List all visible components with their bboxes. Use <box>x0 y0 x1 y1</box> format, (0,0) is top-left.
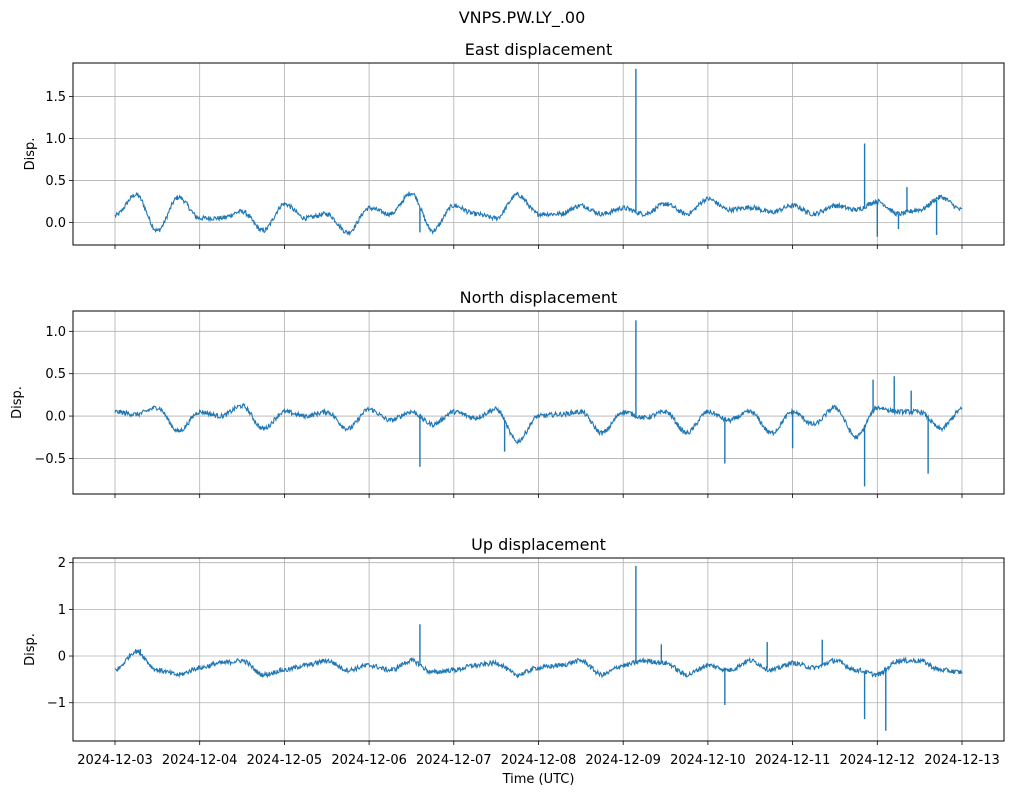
y-tick-label: 1.0 <box>45 325 66 340</box>
x-tick-label: 2024-12-12 <box>840 753 916 768</box>
y-tick-label: 0.5 <box>45 174 66 189</box>
y-tick-label: 1.5 <box>45 90 66 105</box>
panels: East displacement0.00.51.01.5Disp.North … <box>10 40 1005 787</box>
axes-frame <box>72 310 1005 495</box>
x-tick-label: 2024-12-05 <box>247 753 323 768</box>
y-axis-label: Disp. <box>23 633 38 666</box>
panel-2: North displacement −0.5 0.0 0.5 1.0 Disp. <box>10 288 1005 498</box>
panel-3: Up displacement −1 0 1 2 Disp. 2024-12-03 2024-… <box>23 535 1005 787</box>
y-axis-label: Disp. <box>10 386 25 419</box>
y-tick-label: 0 <box>58 650 66 665</box>
panel-1: East displacement 0.0 0.5 1.0 1.5 Disp. <box>23 40 1005 249</box>
axes-frame <box>72 557 1005 742</box>
x-tick-label: 2024-12-07 <box>416 753 492 768</box>
y-axis-label: Disp. <box>23 138 38 171</box>
x-tick-label: 2024-12-13 <box>924 753 1000 768</box>
series-line <box>114 649 963 679</box>
x-tick-label: 2024-12-09 <box>585 753 661 768</box>
x-tick-label: 2024-12-06 <box>331 753 407 768</box>
x-tick-label: 2024-12-10 <box>670 753 746 768</box>
y-tick-label: −0.5 <box>34 452 66 467</box>
y-tick-label: 1 <box>58 603 66 618</box>
panel-title: Up displacement <box>471 535 606 554</box>
y-tick-label: 0.5 <box>45 367 66 382</box>
x-tick-label: 2024-12-08 <box>501 753 577 768</box>
panel-title: East displacement <box>465 40 612 59</box>
x-tick-label: 2024-12-04 <box>162 753 238 768</box>
x-tick-label: 2024-12-03 <box>77 753 153 768</box>
series-line <box>114 402 963 445</box>
y-tick-label: −1 <box>47 696 66 711</box>
y-tick-label: 0.0 <box>45 216 66 231</box>
x-tick-label: 2024-12-11 <box>755 753 831 768</box>
y-tick-label: 0.0 <box>45 410 66 425</box>
y-tick-label: 1.0 <box>45 132 66 147</box>
x-axis-label: Time (UTC) <box>502 772 575 787</box>
figure-title: VNPS.PW.LY_.00 <box>459 8 586 28</box>
series-line <box>114 191 963 237</box>
y-tick-label: 2 <box>58 556 66 571</box>
panel-title: North displacement <box>460 288 618 307</box>
axes-frame <box>72 62 1005 246</box>
